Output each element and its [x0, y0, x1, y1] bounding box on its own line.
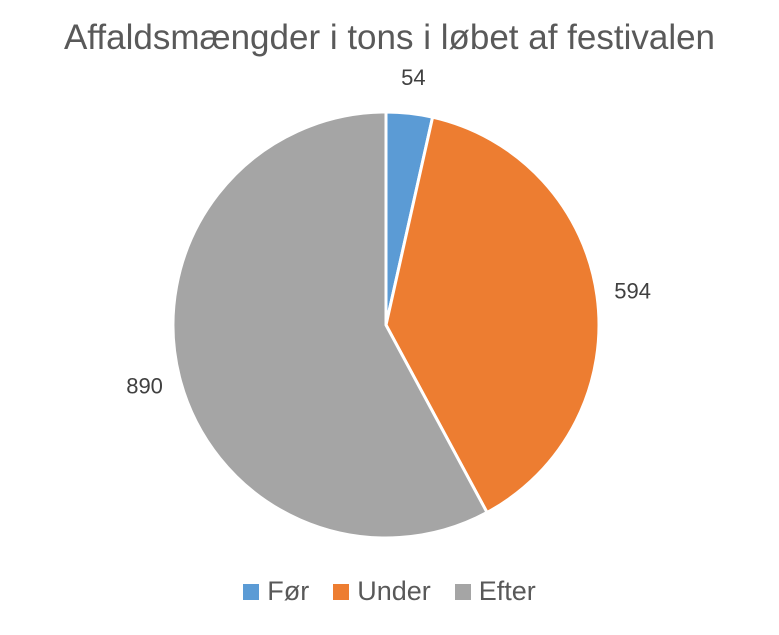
legend-item-under: Under [333, 576, 431, 607]
pie-slice-2 [384, 115, 601, 515]
legend-label-foer: Før [267, 576, 310, 606]
legend: Før Under Efter [0, 576, 779, 607]
legend-item-foer: Før [243, 576, 309, 607]
data-label-2: 594 [614, 279, 651, 304]
data-label-3: 890 [126, 373, 163, 398]
chart-title: Affaldsmængder i tons i løbet af festiva… [63, 18, 716, 57]
pie-slice-3 [171, 110, 489, 540]
legend-swatch-foer [243, 583, 260, 600]
legend-swatch-under [333, 583, 350, 600]
pie-slices [171, 110, 601, 540]
legend-label-under: Under [357, 576, 431, 606]
legend-swatch-efter [454, 583, 471, 600]
data-label-1: 54 [401, 65, 425, 90]
legend-label-efter: Efter [478, 576, 536, 606]
legend-item-efter: Efter [454, 576, 536, 607]
pie-data-labels: 54 594 890 [126, 65, 651, 398]
